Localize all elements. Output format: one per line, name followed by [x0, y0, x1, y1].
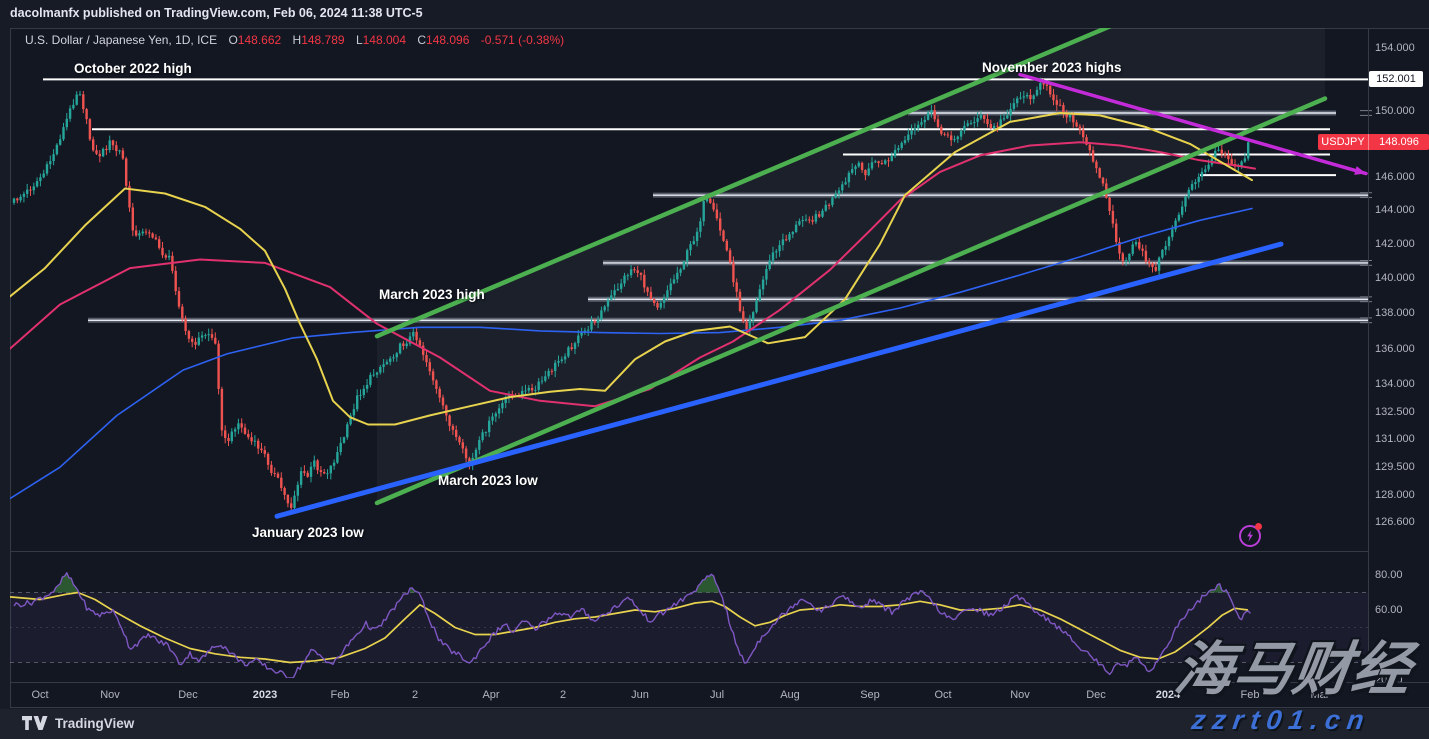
price-axis[interactable]: 154.000 150.000 146.000 144.000 142.000 140.0… [1368, 28, 1429, 686]
time-label: 2023 [252, 689, 278, 701]
symbol-info-row: U.S. Dollar / Japanese Yen, 1D, ICE O148… [25, 33, 564, 47]
chart-annotation: January 2023 low [252, 525, 364, 540]
open-label: O [228, 33, 238, 47]
price-tick: 134.000 [1375, 378, 1415, 391]
alert-dot-icon [1255, 523, 1262, 530]
price-tick: 138.000 [1375, 307, 1415, 320]
tradingview-logo-text: TradingView [55, 716, 135, 731]
time-label: Feb [330, 689, 350, 701]
time-label: 2 [411, 689, 419, 701]
time-label: Aug [780, 689, 800, 701]
symbol-title: U.S. Dollar / Japanese Yen, 1D, ICE [25, 33, 218, 47]
price-tick: 146.000 [1375, 170, 1415, 183]
price-tick: 136.000 [1375, 342, 1415, 355]
chart-widget[interactable] [10, 28, 1429, 708]
time-label: Dec [178, 689, 198, 701]
price-tick: 132.500 [1375, 405, 1415, 418]
time-label: 2024 [1155, 689, 1181, 701]
time-label: 2 [559, 689, 567, 701]
price-tick: 126.600 [1375, 516, 1415, 528]
close-label: C [417, 33, 427, 47]
time-label: Apr [482, 689, 500, 701]
high-value: 148.789 [301, 33, 345, 47]
time-label: Oct [31, 689, 49, 701]
time-axis[interactable]: Oct Nov Dec 2023 Feb 2 Apr 2 Jun Jul Aug Sep Oct Nov D… [10, 682, 1429, 708]
low-label: L [355, 33, 363, 47]
publish-info: dacolmanfx published on TradingView.com,… [10, 6, 423, 20]
price-tick: 129.500 [1375, 461, 1415, 474]
low-value: 148.004 [362, 33, 407, 47]
indicator-tick: 40.00 [1375, 639, 1403, 651]
indicator-tick: 80.00 [1375, 569, 1403, 581]
price-tick: 154.000 [1375, 41, 1415, 54]
chart-annotation: November 2023 highs [982, 60, 1122, 75]
price-tick: 131.000 [1375, 433, 1415, 446]
publish-bar: dacolmanfx published on TradingView.com,… [0, 0, 1429, 28]
time-label: Sep [860, 689, 880, 701]
time-label: Feb [1240, 689, 1260, 701]
open-value: 148.662 [237, 33, 282, 47]
compass-ring-icon [1239, 525, 1261, 547]
price-tick: 140.000 [1375, 272, 1415, 285]
close-value: 148.096 [426, 33, 470, 47]
price-tick: 144.000 [1375, 204, 1415, 217]
indicator-tick: 60.00 [1375, 604, 1403, 616]
symbol-ticker: USDJPY [1318, 134, 1369, 151]
scroll-to-realtime-button[interactable] [1239, 523, 1262, 547]
time-label: Nov [100, 689, 120, 701]
tradingview-logo-icon [22, 716, 48, 730]
chart-annotation: March 2023 low [438, 473, 538, 488]
last-price-value: 148.096 [1379, 136, 1419, 149]
footer-bar: TradingView [0, 709, 1429, 739]
tradingview-logo-link[interactable]: TradingView [22, 716, 134, 731]
price-tick: 150.000 [1375, 105, 1415, 118]
indicator-tick: 20.00 [1375, 674, 1403, 686]
time-label: Mar [1310, 689, 1330, 701]
time-label: Jun [631, 689, 649, 701]
change-value: -0.571 (-0.38%) [480, 33, 565, 47]
chart-annotation: October 2022 high [74, 61, 192, 76]
chart-annotation: March 2023 high [379, 287, 485, 302]
last-price-badge: USDJPY 148.096 [1318, 134, 1429, 151]
price-tick: 128.000 [1375, 489, 1415, 502]
lightning-icon [1247, 530, 1253, 542]
price-level-badge: 152.001 [1369, 71, 1423, 88]
price-level-value: 152.001 [1376, 73, 1416, 86]
time-label: Oct [934, 689, 952, 701]
time-label: Nov [1010, 689, 1030, 701]
high-label: H [292, 33, 302, 47]
price-tick: 142.000 [1375, 238, 1415, 251]
time-label: Dec [1086, 689, 1106, 701]
time-label: Jul [709, 689, 725, 701]
